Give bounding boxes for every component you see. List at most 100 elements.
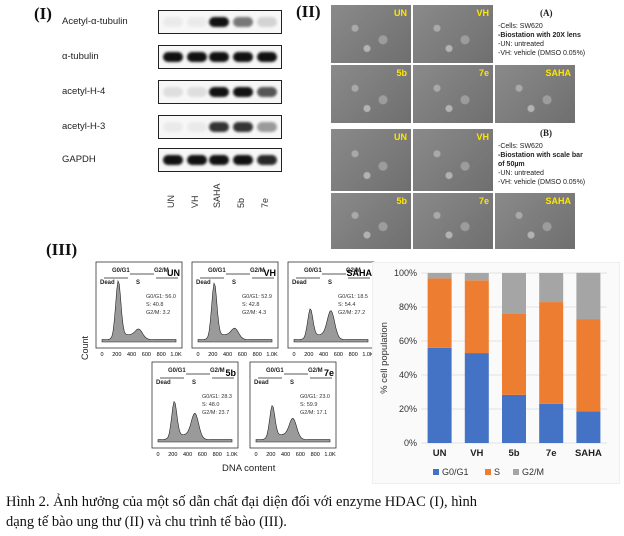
blot-band <box>233 52 253 62</box>
blot-strip <box>158 148 282 172</box>
micrograph-tile: 7e <box>412 192 494 250</box>
micrograph-tile: SAHA <box>494 64 576 124</box>
blot-band <box>187 122 207 132</box>
histogram-x-tick: 600 <box>238 352 247 358</box>
micrograph-label: UN <box>394 8 407 18</box>
micrograph-set-tag: (A) <box>540 8 553 18</box>
legend-label: G2/M <box>522 467 544 477</box>
legend-swatch <box>513 469 519 475</box>
blot-band <box>163 52 183 62</box>
legend-label: S <box>494 467 500 477</box>
gate-label: S <box>328 280 332 286</box>
histogram-stat: G2/M: 4.3 <box>242 310 266 316</box>
histogram-stat: G2/M: 17.1 <box>300 410 327 416</box>
histogram-x-tick: 600 <box>142 352 151 358</box>
blot-row-label: GAPDH <box>62 154 96 165</box>
blot-band <box>163 155 183 165</box>
cell-cycle-bar-chart: 0% 20% 40% 60% 80% 100% % cell population UN VH 5… <box>372 262 620 484</box>
blot-band <box>257 155 277 165</box>
bar-segment-g0-g1 <box>576 411 601 443</box>
gate-label: G0/G1 <box>112 268 130 274</box>
gate-label: Dead <box>196 280 211 286</box>
histogram-stat: G0/G1: 23.0 <box>300 394 330 400</box>
blot-band <box>233 17 253 27</box>
micrograph-tile: VH <box>412 4 494 64</box>
legend-swatch <box>433 469 439 475</box>
figure-caption: Hình 2. Ảnh hưởng của một số dẫn chất đạ… <box>6 492 618 532</box>
histogram-x-tick: 400 <box>281 452 290 458</box>
blot-band <box>257 17 277 27</box>
micrograph-label: 5b <box>396 196 407 206</box>
gate-label: Dead <box>254 380 269 386</box>
histogram-x-tick: 1.0K <box>324 452 336 458</box>
micrograph-info: -Cells: SW620 -Biostation with 20X lens -U… <box>498 23 586 57</box>
micrograph-label: SAHA <box>545 196 571 206</box>
histogram-curve <box>293 308 369 343</box>
flow-histogram: G0/G1 Dead S G2/M 5b G0/G1: 28.3 S: 48.0 G2/M: … <box>150 361 240 465</box>
gate-label: G2/M <box>308 368 323 374</box>
histogram-x-tick: 0 <box>196 352 199 358</box>
y-tick-label: 60% <box>399 336 417 346</box>
micrograph-tile: VH <box>412 128 494 192</box>
y-tick-label: 80% <box>399 302 417 312</box>
blot-lane-label: UN <box>166 195 176 208</box>
flow-histogram: G0/G1 Dead S G2/M SAHA G0/G1: 18.5 S: 54.4 G2/M… <box>286 261 376 365</box>
blot-row-label: Acetyl-α-tubulin <box>62 16 128 27</box>
histogram-sample-name: SAHA <box>346 268 372 278</box>
gate-label: Dead <box>292 280 307 286</box>
blot-band <box>163 122 183 132</box>
histogram-x-tick: 0 <box>292 352 295 358</box>
histogram-curve <box>255 404 331 443</box>
histogram-stat: G2/M: 23.7 <box>202 410 229 416</box>
histogram-x-tick: 200 <box>208 352 217 358</box>
micrograph-label: UN <box>394 132 407 142</box>
blot-band <box>257 122 277 132</box>
x-category-label: 5b <box>508 448 519 459</box>
flow-histogram: G0/G1 Dead S G2/M UN G0/G1: 56.0 S: 40.8 G2/M: … <box>94 261 184 365</box>
blot-band <box>187 155 207 165</box>
x-category-label: SAHA <box>575 448 602 459</box>
blot-band <box>233 122 253 132</box>
bar-segment-g2-m <box>502 273 526 314</box>
gate-markers <box>296 273 370 279</box>
blot-band <box>233 87 253 97</box>
histogram-x-tick: 800 <box>157 352 166 358</box>
gate-markers <box>258 373 332 379</box>
histogram-x-tick: 400 <box>183 452 192 458</box>
gate-label: Dead <box>100 280 115 286</box>
micrograph-info: -Cells: SW620 -Biostation with scale bar o… <box>498 143 586 186</box>
histogram-sample-name: 7e <box>324 368 334 378</box>
micrograph-label: VH <box>476 8 489 18</box>
blot-row-label: acetyl-H-4 <box>62 86 106 97</box>
caption-line-1: Hình 2. Ảnh hưởng của một số dẫn chất đạ… <box>6 494 477 510</box>
blot-band <box>209 155 229 165</box>
micrograph-label: 7e <box>478 68 489 78</box>
histogram-stat: G0/G1: 18.5 <box>338 294 368 300</box>
bar-segment-g2-m <box>576 272 601 320</box>
blot-strip <box>158 45 282 69</box>
microscopy-panel: UN VH 5b 7e SAHA UN VH 5b 7e SAHA (A) -Cells: SW620… <box>330 2 622 250</box>
gate-label: S <box>136 280 140 286</box>
micrograph-label: VH <box>476 132 489 142</box>
histogram-x-tick: 400 <box>223 352 232 358</box>
blot-band <box>187 87 207 97</box>
micrograph-label: 5b <box>396 68 407 78</box>
histogram-stat: G0/G1: 56.0 <box>146 294 176 300</box>
blot-lane-label: 5b <box>236 197 246 208</box>
bar-segment-s <box>464 280 489 354</box>
gate-label: G0/G1 <box>168 368 186 374</box>
histogram-x-tick: 1.0K <box>266 352 278 358</box>
histogram-x-tick: 800 <box>349 352 358 358</box>
flow-histogram: G0/G1 Dead S G2/M VH G0/G1: 52.9 S: 42.8 G2/M: … <box>190 261 280 365</box>
blot-band <box>209 122 229 132</box>
micrograph-tile: 7e <box>412 64 494 124</box>
histogram-stat: S: 59.9 <box>300 402 317 408</box>
histogram-x-tick: 200 <box>266 452 275 458</box>
bar-segment-s <box>539 302 564 404</box>
histogram-sample-name: 5b <box>225 368 236 378</box>
histogram-x-tick: 800 <box>253 352 262 358</box>
blot-strip <box>158 115 282 139</box>
bar-segment-g2-m <box>464 273 489 281</box>
histogram-x-tick: 200 <box>168 452 177 458</box>
blot-lane-label: VH <box>190 195 200 208</box>
